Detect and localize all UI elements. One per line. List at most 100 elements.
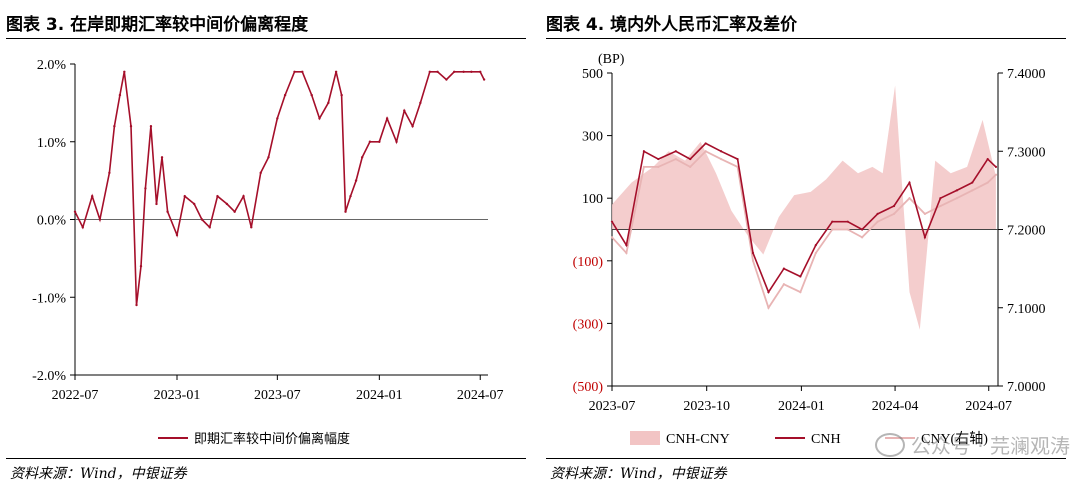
legend-swatch-area (630, 431, 660, 445)
series-point (462, 70, 465, 73)
series-point (98, 218, 102, 221)
series-point (831, 220, 834, 223)
right-y-tick-label: 7.2000 (1007, 224, 1046, 239)
series-point (344, 210, 347, 213)
x-tick-label: 2023-10 (683, 399, 730, 414)
series-point (403, 109, 406, 112)
left-y-tick-label: (500) (573, 380, 604, 395)
series-point (310, 93, 313, 97)
series-point (657, 165, 660, 168)
series-point (782, 283, 785, 286)
right-y-tick-label: 7.0000 (1007, 380, 1046, 395)
series-point (208, 226, 211, 229)
series-point (139, 264, 143, 268)
series-point (674, 157, 677, 161)
series-point (118, 93, 122, 97)
y-tick-label: 2.0% (37, 58, 67, 73)
wechat-icon (874, 433, 905, 457)
series-point (674, 150, 677, 153)
series-point (876, 220, 879, 223)
series-point (301, 70, 304, 73)
series-point (385, 117, 389, 120)
series-point (923, 212, 927, 215)
series-point (971, 181, 974, 184)
x-tick-label: 2023-07 (589, 399, 636, 414)
left-y-tick-label: 500 (582, 67, 603, 82)
series-point (259, 171, 262, 175)
series-point (814, 244, 817, 247)
series-point (799, 291, 802, 294)
right-y-tick-label: 7.3000 (1007, 145, 1046, 160)
x-tick-label: 2024-07 (965, 399, 1012, 414)
left-y-tick-label: (300) (573, 317, 604, 332)
series-point (267, 156, 270, 159)
series-point (799, 275, 802, 278)
series-point (436, 70, 439, 73)
series-point (411, 125, 414, 128)
series-point (610, 236, 614, 239)
left-chart-panel: 图表 3. 在岸即期汇率较中间价偏离程度 -2.0% -1.0% 0.0% 1.0% 2… (6, 15, 526, 482)
series-point (73, 210, 77, 213)
series-line (611, 150, 997, 310)
series-point (395, 140, 398, 143)
right-chart-svg: (BP) (500) (300) (100) 100 300 500 7.0000 7.1000… (573, 52, 1046, 447)
series-point (123, 70, 126, 73)
x-tick-label: 2023-01 (154, 388, 201, 403)
series-point (378, 140, 381, 143)
legend-label: CNH-CNY (666, 432, 730, 447)
series-point (149, 125, 153, 128)
series-point (233, 210, 236, 213)
series-point (155, 202, 158, 206)
series-point (419, 101, 422, 105)
source-divider (546, 458, 1066, 459)
series-point (689, 157, 692, 161)
y-tick-label: 0.0% (37, 214, 67, 229)
series-point (751, 251, 755, 255)
series-point (908, 181, 911, 184)
series-point (955, 189, 958, 192)
series-point (340, 93, 343, 97)
series-point (939, 197, 942, 200)
series-point (767, 306, 770, 309)
left-y-tick-label: (100) (573, 255, 604, 270)
series-point (452, 70, 456, 73)
spread-area (612, 85, 996, 330)
series-point (183, 194, 186, 198)
series-point (327, 101, 330, 105)
series-point (283, 93, 287, 97)
series-point (144, 187, 147, 190)
series-point (831, 228, 834, 231)
series-point (192, 202, 196, 206)
series-point (642, 165, 646, 168)
x-tick-label: 2022-07 (52, 388, 99, 403)
series-point (175, 233, 179, 237)
series-line (74, 70, 485, 306)
right-source-note: 资料来源：Wind，中银证券 (550, 466, 727, 482)
series-point (657, 157, 660, 161)
series-point (955, 197, 958, 200)
series-point (160, 156, 164, 159)
series-point (939, 204, 942, 208)
x-tick-label: 2024-04 (872, 399, 919, 414)
right-y-tick-label: 7.4000 (1007, 67, 1046, 82)
series-point (704, 150, 707, 153)
series-point (354, 179, 358, 182)
source-divider (6, 458, 526, 459)
x-tick-label: 2024-07 (457, 388, 504, 403)
series-point (81, 226, 84, 229)
series-point (293, 70, 296, 73)
watermark-text: 公众号 · 芫澜观涛 (910, 434, 1070, 458)
series-point (318, 117, 321, 120)
series-point (482, 78, 486, 81)
series-point (876, 212, 879, 215)
title-divider (546, 38, 1066, 39)
series-point (334, 70, 338, 73)
legend-label: 即期汇率较中间价偏离幅度 (194, 431, 350, 447)
y-tick-label: -2.0% (32, 369, 66, 384)
series-point (625, 244, 628, 247)
series-point (736, 157, 739, 161)
title-divider (6, 38, 526, 39)
series-point (846, 228, 849, 231)
series-point (470, 70, 473, 73)
right-chart-panel: 图表 4. 境内外人民币汇率及差价 (BP) (500) (300) (100) 100… (540, 0, 1080, 492)
